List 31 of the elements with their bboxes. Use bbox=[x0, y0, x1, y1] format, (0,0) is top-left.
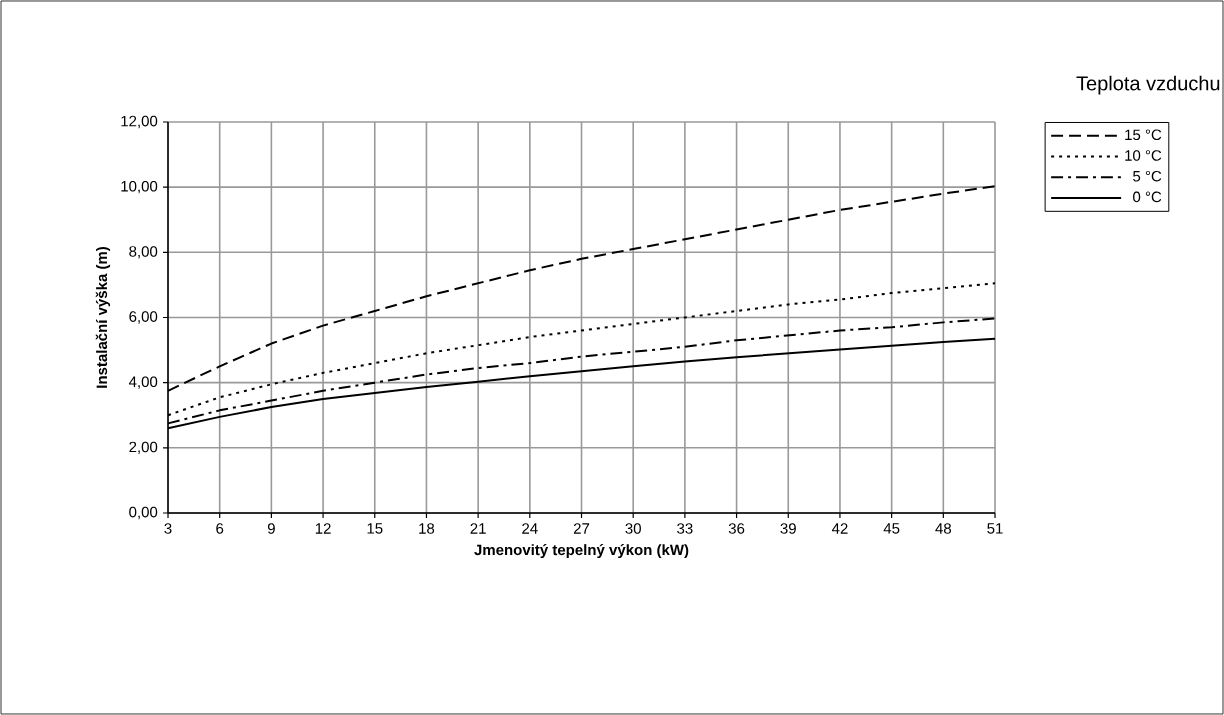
x-tick-label: 36 bbox=[728, 523, 745, 534]
x-tick-label: 27 bbox=[573, 523, 590, 534]
legend-title: Teplota vzduchu bbox=[1076, 75, 1220, 95]
x-tick-label: 51 bbox=[987, 523, 1003, 534]
x-tick-label: 18 bbox=[419, 523, 435, 534]
y-tick-label: 12,00 bbox=[121, 115, 158, 129]
x-tick-label: 9 bbox=[267, 523, 275, 534]
x-tick-label: 45 bbox=[883, 523, 900, 534]
legend-label: 10 °C bbox=[1125, 150, 1162, 161]
y-tick-label: 2,00 bbox=[129, 441, 158, 455]
x-axis-title: Jmenovitý tepelný výkon (kW) bbox=[474, 544, 689, 559]
y-tick-label: 0,00 bbox=[129, 506, 158, 520]
y-axis-title: Instalační výška (m) bbox=[95, 246, 111, 388]
x-tick-label: 15 bbox=[367, 523, 383, 534]
x-tick-label: 12 bbox=[315, 523, 331, 534]
y-tick-label: 10,00 bbox=[121, 180, 158, 194]
legend-label: 5 °C bbox=[1133, 170, 1162, 182]
y-tick-label: 4,00 bbox=[128, 376, 158, 389]
x-tick-label: 30 bbox=[625, 523, 641, 534]
x-tick-label: 21 bbox=[470, 523, 486, 534]
x-tick-label: 3 bbox=[164, 523, 172, 534]
x-tick-label: 48 bbox=[935, 523, 952, 534]
y-tick-label: 8,00 bbox=[129, 246, 158, 259]
x-tick-label: 24 bbox=[522, 523, 538, 534]
x-tick-label: 33 bbox=[677, 523, 693, 534]
x-tick-label: 42 bbox=[831, 523, 848, 534]
legend-label: 0 °C bbox=[1133, 191, 1162, 203]
y-tick-label: 6,00 bbox=[129, 311, 158, 324]
x-tick-label: 39 bbox=[780, 523, 796, 534]
x-tick-label: 6 bbox=[216, 523, 224, 534]
legend-label: 15 °C bbox=[1125, 129, 1162, 141]
